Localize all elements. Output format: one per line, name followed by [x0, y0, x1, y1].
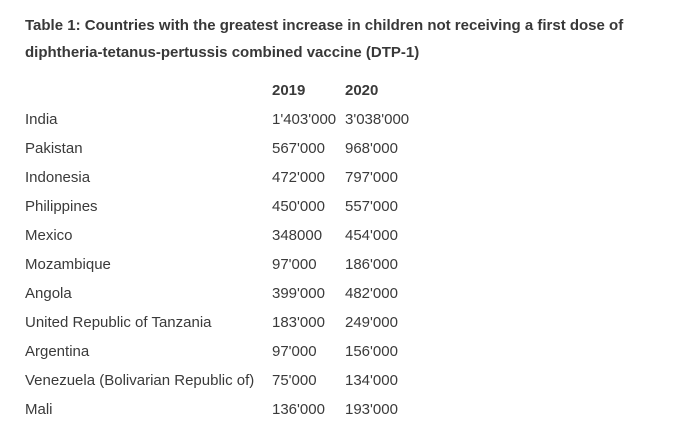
column-header-2019: 2019 — [272, 82, 306, 99]
table-header-row: 2019 2020 — [25, 76, 435, 105]
country-cell: Mozambique — [25, 256, 111, 273]
table-body: India 1'403'000 3'038'000 Pakistan 567'000 96… — [25, 105, 435, 424]
table-row: Mozambique 97'000 186'000 — [25, 250, 435, 279]
value-2019-cell: 136'000 — [272, 401, 325, 418]
country-cell: Angola — [25, 285, 72, 302]
table-row: Pakistan 567'000 968'000 — [25, 134, 435, 163]
table-row: Venezuela (Bolivarian Republic of) 75'000… — [25, 366, 435, 395]
value-2019-cell: 183'000 — [272, 314, 325, 331]
country-cell: Argentina — [25, 343, 90, 360]
value-2020-cell: 3'038'000 — [345, 111, 410, 128]
value-2020-cell: 482'000 — [345, 285, 398, 302]
value-2019-cell: 97'000 — [272, 256, 317, 273]
table-title: Table 1: Countries with the greatest inc… — [25, 17, 624, 61]
country-cell: Venezuela (Bolivarian Republic of) — [25, 372, 255, 389]
table-header: 2019 2020 — [25, 76, 435, 105]
table-row: Angola 399'000 482'000 — [25, 279, 435, 308]
country-cell: India — [25, 111, 58, 128]
country-cell: Philippines — [25, 198, 98, 215]
value-2020-cell: 193'000 — [345, 401, 398, 418]
value-2019-cell: 472'000 — [272, 169, 325, 186]
country-cell: Pakistan — [25, 140, 83, 157]
column-header-2020: 2020 — [345, 82, 379, 99]
table-row: United Republic of Tanzania 183'000 249'00… — [25, 308, 435, 337]
value-2019-cell: 97'000 — [272, 343, 317, 360]
value-2020-cell: 557'000 — [345, 198, 398, 215]
value-2020-cell: 156'000 — [345, 343, 398, 360]
value-2020-cell: 968'000 — [345, 140, 398, 157]
table-row: Indonesia 472'000 797'000 — [25, 163, 435, 192]
value-2019-cell: 450'000 — [272, 198, 325, 215]
table-row: Argentina 97'000 156'000 — [25, 337, 435, 366]
country-cell: Indonesia — [25, 169, 91, 186]
table-row: Philippines 450'000 557'000 — [25, 192, 435, 221]
vaccine-table: 2019 2020 India 1'403'000 3'038'000 Pakista… — [25, 76, 435, 424]
value-2019-cell: 399'000 — [272, 285, 325, 302]
column-header-country — [25, 76, 272, 105]
value-2020-cell: 134'000 — [345, 372, 398, 389]
value-2019-cell: 75'000 — [272, 372, 317, 389]
table-row: Mexico 348000 454'000 — [25, 221, 435, 250]
value-2020-cell: 186'000 — [345, 256, 398, 273]
country-cell: United Republic of Tanzania — [25, 314, 212, 331]
value-2019-cell: 567'000 — [272, 140, 325, 157]
value-2020-cell: 249'000 — [345, 314, 398, 331]
table-row: India 1'403'000 3'038'000 — [25, 105, 435, 134]
country-cell: Mali — [25, 401, 53, 418]
value-2020-cell: 454'000 — [345, 227, 398, 244]
value-2020-cell: 797'000 — [345, 169, 398, 186]
value-2019-cell: 1'403'000 — [272, 111, 337, 128]
table-row: Mali 136'000 193'000 — [25, 395, 435, 424]
country-cell: Mexico — [25, 227, 73, 244]
value-2019-cell: 348000 — [272, 227, 323, 244]
